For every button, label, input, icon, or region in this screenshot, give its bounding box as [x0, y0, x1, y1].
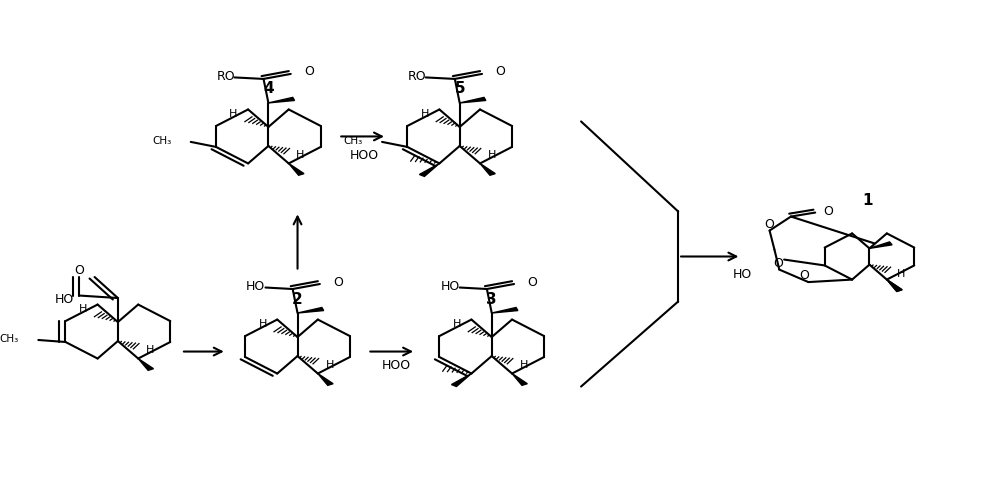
Polygon shape: [289, 163, 304, 175]
Text: CH₃: CH₃: [0, 334, 19, 345]
Polygon shape: [451, 374, 471, 386]
Text: H: H: [229, 109, 238, 119]
Text: CH₃: CH₃: [152, 136, 171, 146]
Text: H: H: [488, 150, 496, 160]
Text: HO: HO: [440, 280, 460, 293]
Text: HOO: HOO: [382, 359, 411, 372]
Polygon shape: [512, 374, 527, 385]
Polygon shape: [887, 280, 902, 291]
Text: HO: HO: [733, 268, 752, 281]
Text: 5: 5: [454, 81, 465, 97]
Text: H: H: [421, 109, 429, 119]
Polygon shape: [318, 374, 333, 385]
Text: RO: RO: [408, 70, 427, 83]
Text: H: H: [325, 360, 334, 370]
Polygon shape: [268, 98, 295, 103]
Text: 4: 4: [263, 81, 274, 97]
Text: CH₃: CH₃: [343, 136, 363, 146]
Text: O: O: [496, 65, 505, 78]
Text: O: O: [304, 65, 314, 78]
Polygon shape: [492, 307, 518, 313]
Polygon shape: [887, 280, 902, 291]
Text: 1: 1: [862, 194, 873, 208]
Text: 2: 2: [292, 292, 303, 306]
Text: H: H: [146, 345, 154, 355]
Text: H: H: [453, 319, 461, 329]
Text: 3: 3: [486, 292, 497, 306]
Text: RO: RO: [217, 70, 236, 83]
Text: O: O: [800, 269, 809, 282]
Text: O: O: [773, 257, 783, 270]
Polygon shape: [869, 242, 892, 248]
Polygon shape: [419, 163, 439, 177]
Text: H: H: [258, 319, 267, 329]
Text: O: O: [528, 276, 538, 289]
Text: HO: HO: [55, 293, 74, 306]
Text: H: H: [79, 304, 87, 314]
Text: H: H: [520, 360, 528, 370]
Text: H: H: [296, 150, 305, 160]
Text: O: O: [823, 205, 833, 218]
Text: H: H: [897, 269, 906, 279]
Polygon shape: [138, 359, 153, 370]
Text: O: O: [765, 218, 775, 230]
Polygon shape: [460, 98, 486, 103]
Text: HO: HO: [246, 280, 265, 293]
Text: O: O: [333, 276, 343, 289]
Text: O: O: [74, 264, 84, 277]
Text: HOO: HOO: [350, 149, 379, 162]
Polygon shape: [480, 163, 495, 175]
Polygon shape: [298, 307, 324, 313]
